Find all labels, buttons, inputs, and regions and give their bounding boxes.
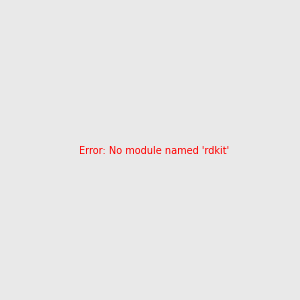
Text: Error: No module named 'rdkit': Error: No module named 'rdkit' <box>79 146 229 157</box>
